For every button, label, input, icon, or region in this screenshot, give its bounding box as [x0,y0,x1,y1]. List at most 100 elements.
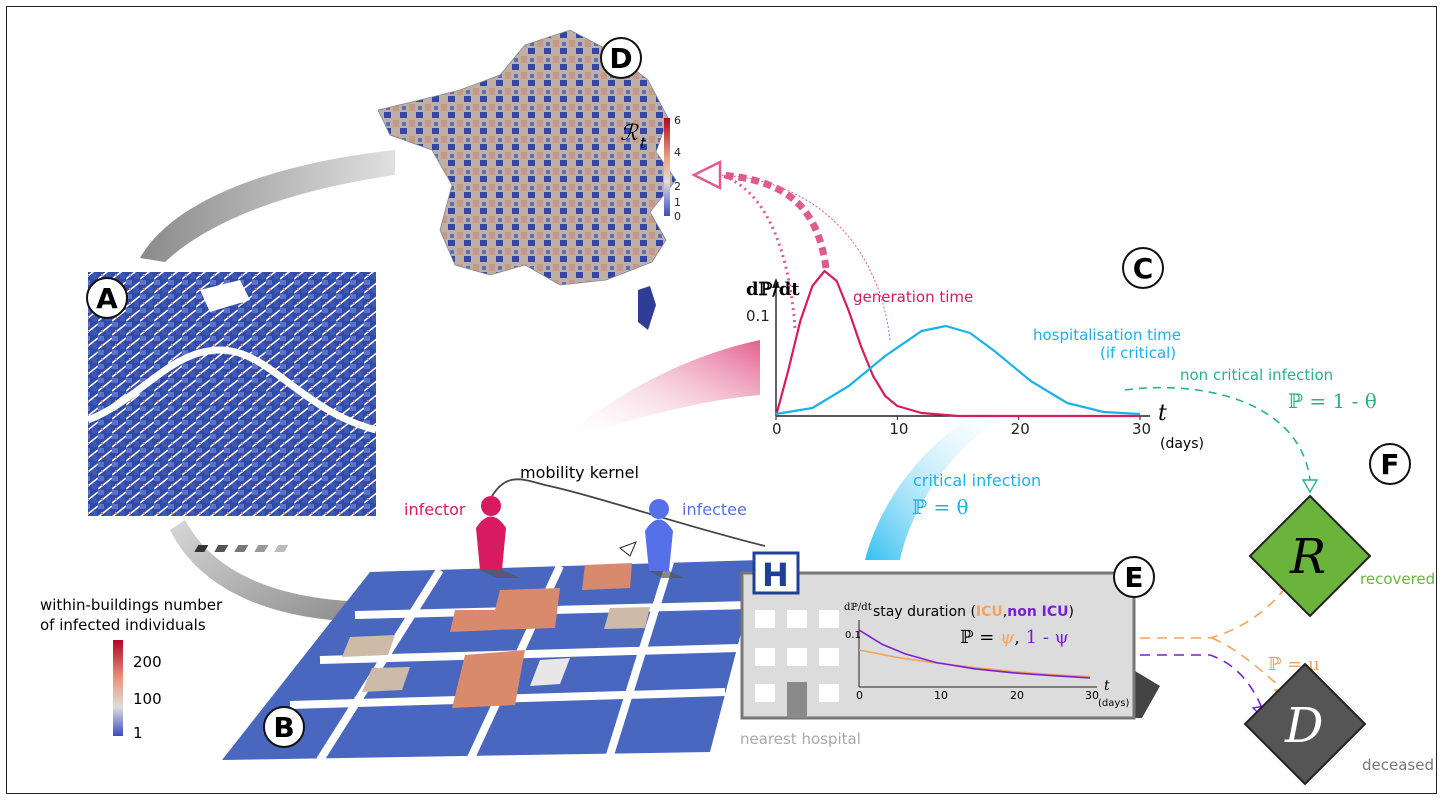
rt-feedback-arrows [691,159,891,341]
nonicu-arrow [1140,654,1263,709]
panel-letter-f: F [1380,448,1399,481]
stay-y-label: dℙ/dt [844,602,872,613]
hot-building [452,650,525,708]
connector-arc-map-to-paris [140,150,395,262]
building-grid [222,560,760,763]
parc-area [200,280,250,312]
outcome-arrows [1140,583,1289,709]
chart-x-label: t [1158,401,1167,426]
chart-x-tick: 0 [772,420,782,438]
france-rt-map: 6 4 2 1 0 ℛ t [377,29,681,330]
corsica [638,286,656,330]
seine-river [86,346,377,434]
legend-b-colorbar [113,640,123,736]
panel-letter-d: D [609,42,632,75]
blue-arc-to-hospital [865,395,1010,560]
series-line-1 [775,324,1141,416]
stay-x-tick: 0 [856,689,863,702]
stay-prob-prefix: ℙ = [960,627,1000,648]
panel-letters: A B C D E F [86,37,1411,748]
icu-arrow [1140,583,1289,639]
rt-tick: 0 [674,210,681,223]
stay-probability: ℙ = ψ, 1 - ψ [960,627,1069,648]
infector-label: infector [404,500,466,519]
panel-letter-a: A [96,282,118,315]
deceased-label: deceased [1362,756,1434,774]
mobility-kernel: mobility kernel infector infectee [194,463,766,578]
mobility-kernel-label: mobility kernel [520,463,639,482]
warm-building [604,607,650,629]
rt-colorbar [664,118,670,216]
critical-infection-prob: ℙ = θ [912,495,969,519]
panel-letter-e: E [1124,561,1143,594]
stay-x-unit: (days) [1098,698,1130,709]
hot-building [450,610,500,632]
series-line-0 [774,269,1140,418]
chart-x-tick: 10 [889,420,908,438]
rt-tick: 6 [674,114,681,127]
rt-colorbar-ticks: 6 4 2 1 0 [674,114,681,223]
nearest-hospital-label: nearest hospital [740,730,861,748]
panel-letter-c: C [1133,252,1154,285]
recovered-diamond [1248,494,1372,618]
stay-x-label: t [1104,678,1110,694]
rt-tick: 1 [674,196,681,209]
stay-series-line-1 [858,629,1091,679]
distribution-chart: 0 10 20 30 0.1 dℙ/dt t (days) generation ti… [746,269,1204,452]
legend-b-tick: 1 [133,724,143,742]
hospital-sign: H [762,556,789,594]
icu-to-deceased-arrow [1211,637,1283,689]
rt-tick: 4 [674,146,681,159]
stay-title-icu: ICU [976,604,1003,620]
rt-tick: 2 [674,180,681,193]
stay-x-tick: 20 [1010,689,1024,702]
stay-x-tick: 30 [1085,689,1099,702]
feedback-arrow-dotted [719,173,797,329]
infectee-pin [645,499,684,578]
critical-infection-label: critical infection [913,471,1041,490]
legend-b-title-line2: of infected individuals [40,616,206,634]
stay-duration-title: stay duration (ICU,non ICU) [873,604,1074,620]
feedback-arrow-thin [719,174,891,341]
infector-pin [476,496,520,578]
legend-b-title-line1: within-buildings number [40,596,223,614]
feedback-arrow-thick [719,171,830,269]
noncritical-infection-prob: ℙ = 1 - θ [1288,389,1377,413]
hospitalisation-time-label: hospitalisation time [1033,326,1181,344]
paris-infection-map [86,272,377,516]
noncritical-arrowhead [1301,479,1319,494]
hospital-building [740,571,1136,720]
stay-prob-sep: , [1014,627,1025,648]
chart-x-ticks: 0 10 20 30 [772,416,1151,438]
feedback-arrowhead [691,159,722,191]
hospital-block: H nearest hospital dℙ/dt 0.1 0 10 20 30 … [740,551,1160,748]
stay-series-line-0 [858,649,1091,678]
chart-y-label-top: dℙ/dt [746,279,800,300]
outcomes: R recovered D deceased [1243,494,1435,786]
warm-building [342,635,395,657]
hospitalisation-time-sublabel: (if critical) [1100,344,1176,362]
stay-y-tick: 0.1 [845,630,861,641]
rt-colorbar-label-sub: t [640,134,647,152]
stay-title-nonicu: non ICU [1007,604,1068,620]
recovered-label: recovered [1360,570,1435,588]
chart-y-ticks: 0.1 [746,307,770,325]
stay-psi: ψ [1000,627,1015,648]
hospital-sign-box [752,551,800,595]
chart-x-unit: (days) [1160,436,1204,452]
stay-title-prefix: stay duration ( [873,604,976,620]
stay-title-suffix: ) [1069,604,1074,620]
recovered-letter: R [1289,529,1326,585]
stay-one-minus-psi: 1 - ψ [1026,627,1069,648]
chart-y-tick: 0.1 [746,307,770,325]
figure-frame [6,6,1437,794]
pink-arc-to-chart [560,340,760,440]
generation-time-label: generation time [853,288,973,306]
stay-x-tick: 10 [934,689,948,702]
legend-b: within-buildings number of infected indi… [40,596,223,742]
legend-b-tick: 100 [133,690,162,708]
stay-x-ticks: 0 10 20 30 [856,689,1099,702]
hospital-windows [755,610,839,702]
warm-building [362,667,410,692]
legend-b-tick: 200 [133,653,162,671]
